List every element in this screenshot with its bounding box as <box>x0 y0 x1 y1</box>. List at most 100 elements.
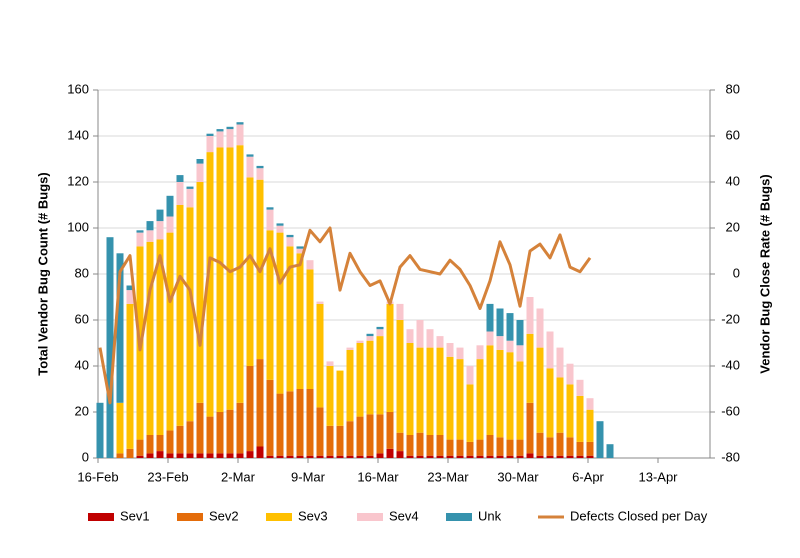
bar-segment <box>326 361 334 366</box>
bar-segment <box>136 439 144 456</box>
y-tick-label: 0 <box>82 449 89 464</box>
legend-swatch <box>266 513 292 521</box>
bar-segment <box>446 455 454 458</box>
x-tick-label: 23-Mar <box>427 469 469 484</box>
bar-segment <box>166 216 174 233</box>
bar-segment <box>196 159 204 164</box>
bar-segment <box>126 290 134 304</box>
bar-segment <box>126 285 134 291</box>
bar-segment <box>296 389 304 456</box>
bar-segment <box>486 303 494 332</box>
bar-segment <box>296 455 304 458</box>
bar-segment <box>246 154 254 157</box>
bar-segment <box>126 303 134 449</box>
bar-segment <box>166 195 174 217</box>
bar-segment <box>306 389 314 456</box>
legend-label: Defects Closed per Day <box>570 508 708 523</box>
bar-segment <box>206 152 214 417</box>
bar-segment <box>486 345 494 435</box>
bar-segment <box>266 379 274 456</box>
bar-segment <box>226 453 234 458</box>
bar-segment <box>126 448 134 458</box>
bar-segment <box>156 221 164 240</box>
bar-segment <box>516 439 524 456</box>
bar-segment <box>506 340 514 353</box>
bar-segment <box>376 336 384 415</box>
bar-segment <box>586 398 594 410</box>
bar-segment <box>506 455 514 458</box>
bar-segment <box>116 402 124 454</box>
bar-segment <box>276 393 284 456</box>
bar-segment <box>296 248 304 254</box>
bar-segment <box>446 439 454 456</box>
bar-segment <box>236 122 244 125</box>
bar-segment <box>346 455 354 458</box>
bar-segment <box>536 455 544 458</box>
bar-segment <box>606 444 614 458</box>
y-tick-label: 80 <box>75 265 89 280</box>
bar-segment <box>226 409 234 454</box>
bar-segment <box>586 441 594 456</box>
bar-segment <box>426 435 434 456</box>
bar-segment <box>266 207 274 210</box>
bar-segment <box>246 451 254 458</box>
bar-segment <box>106 237 114 458</box>
bar-segment <box>376 414 384 454</box>
bar-segment <box>426 455 434 458</box>
bar-segment <box>176 175 184 182</box>
bar-segment <box>316 301 324 304</box>
y2-tick-label: -20 <box>721 311 740 326</box>
bar-segment <box>366 336 374 341</box>
bar-segment <box>316 303 324 408</box>
bar-segment <box>116 253 124 403</box>
legend-label: Sev4 <box>389 508 419 523</box>
x-tick-label: 2-Mar <box>221 469 256 484</box>
x-tick-label: 16-Feb <box>77 469 118 484</box>
bar-segment <box>416 320 424 348</box>
legend-label: Sev1 <box>120 508 150 523</box>
bar-segment <box>386 303 394 412</box>
bar-segment <box>336 455 344 458</box>
bar-segment <box>476 455 484 458</box>
bar-segment <box>536 432 544 456</box>
bar-segment <box>186 453 194 458</box>
bar-segment <box>546 331 554 369</box>
bar-segment <box>306 269 314 389</box>
bar-segment <box>346 349 354 422</box>
bar-segment <box>206 416 214 454</box>
bar-segment <box>516 345 524 362</box>
line-series <box>98 226 592 405</box>
legend-swatch <box>357 513 383 521</box>
bar-segment <box>436 336 444 348</box>
bar-segment <box>276 232 284 394</box>
bar-segment <box>246 366 254 452</box>
bar-segment <box>466 455 474 458</box>
bar-segment <box>556 377 564 433</box>
bar-segment <box>446 343 454 357</box>
legend-label: Sev3 <box>298 508 328 523</box>
bar-segment <box>266 209 274 231</box>
bar-segment <box>386 412 394 449</box>
bar-segment <box>516 320 524 346</box>
bar-segment <box>496 437 504 456</box>
bar-segment <box>226 126 234 130</box>
bar-segment <box>376 453 384 458</box>
bar-segment <box>456 359 464 440</box>
bar-segment <box>276 223 284 226</box>
bar-segment <box>546 368 554 438</box>
bar-segment <box>316 455 324 458</box>
bar-segment <box>196 402 204 454</box>
bar-segment <box>156 451 164 458</box>
bar-segment <box>146 230 154 242</box>
bar-segment <box>406 343 414 435</box>
bar-segment <box>186 207 194 422</box>
bar-segment <box>226 147 234 410</box>
bar-segment <box>426 347 434 435</box>
bar-segment <box>166 232 174 431</box>
bar-segment <box>256 446 264 458</box>
bar-segment <box>506 313 514 341</box>
bar-segment <box>206 133 214 136</box>
bar-segment <box>396 432 404 452</box>
bar-segment <box>216 129 224 132</box>
bar-segment <box>526 453 534 458</box>
